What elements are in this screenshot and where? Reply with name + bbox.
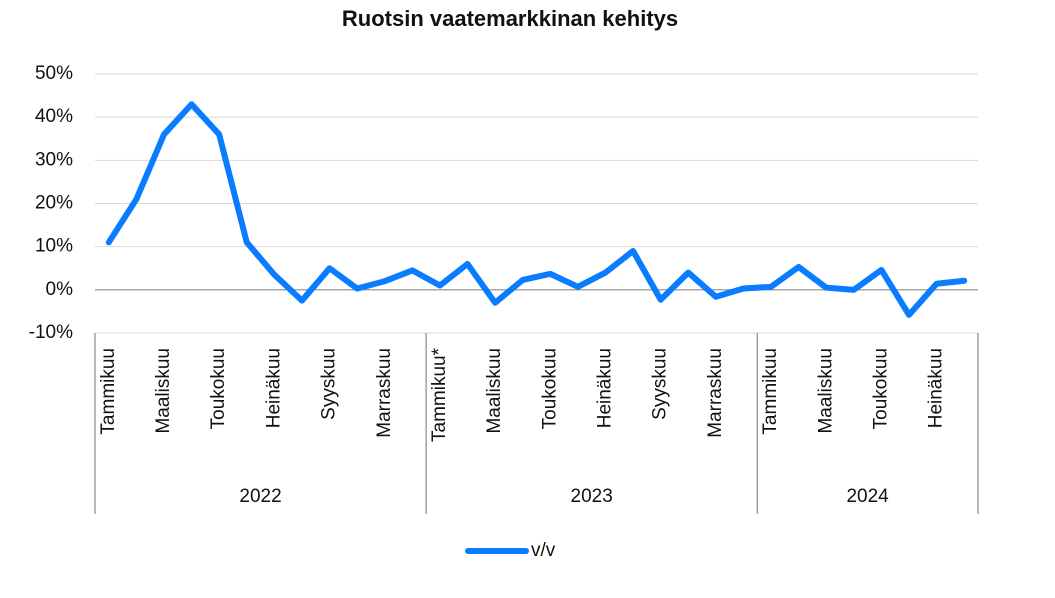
- x-tick-label: Syyskuu: [319, 348, 340, 420]
- y-tick-label: 40%: [35, 106, 73, 127]
- line: [105, 101, 968, 318]
- chart-title: Ruotsin vaatemarkkinan kehitys: [342, 6, 678, 31]
- x-tick-label: Maaliskuu: [153, 348, 174, 434]
- legend-label: v/v: [531, 540, 556, 561]
- y-tick-label: 30%: [35, 149, 73, 170]
- x-tick-label: Syyskuu: [650, 348, 671, 420]
- y-tick-label: 20%: [35, 193, 73, 214]
- x-tick-label: Tammikuu: [98, 348, 119, 435]
- y-tick-label: 10%: [35, 236, 73, 257]
- x-tick-label: Tammikuu: [760, 348, 781, 435]
- x-tick-label: Marraskuu: [705, 348, 726, 438]
- x-tick-label: Toukokuu: [870, 348, 891, 429]
- x-tick-label: Tammikuu*: [429, 347, 450, 442]
- group-label: 2024: [846, 486, 889, 507]
- x-tick-label: Heinäkuu: [263, 348, 284, 428]
- x-tick-label: Marraskuu: [374, 348, 395, 438]
- x-tick-label: Heinäkuu: [926, 348, 947, 428]
- x-tick-label: Maaliskuu: [484, 348, 505, 434]
- x-tick-label: Toukokuu: [208, 348, 229, 429]
- group-label: 2023: [571, 486, 613, 507]
- x-tick-label: Heinäkuu: [595, 348, 616, 428]
- y-tick-label: 50%: [35, 63, 73, 84]
- x-tick-label: Toukokuu: [539, 348, 560, 429]
- y-tick-label: 0%: [46, 279, 74, 300]
- y-tick-label: -10%: [29, 322, 73, 343]
- group-label: 2022: [239, 486, 281, 507]
- x-tick-label: Maaliskuu: [815, 348, 836, 434]
